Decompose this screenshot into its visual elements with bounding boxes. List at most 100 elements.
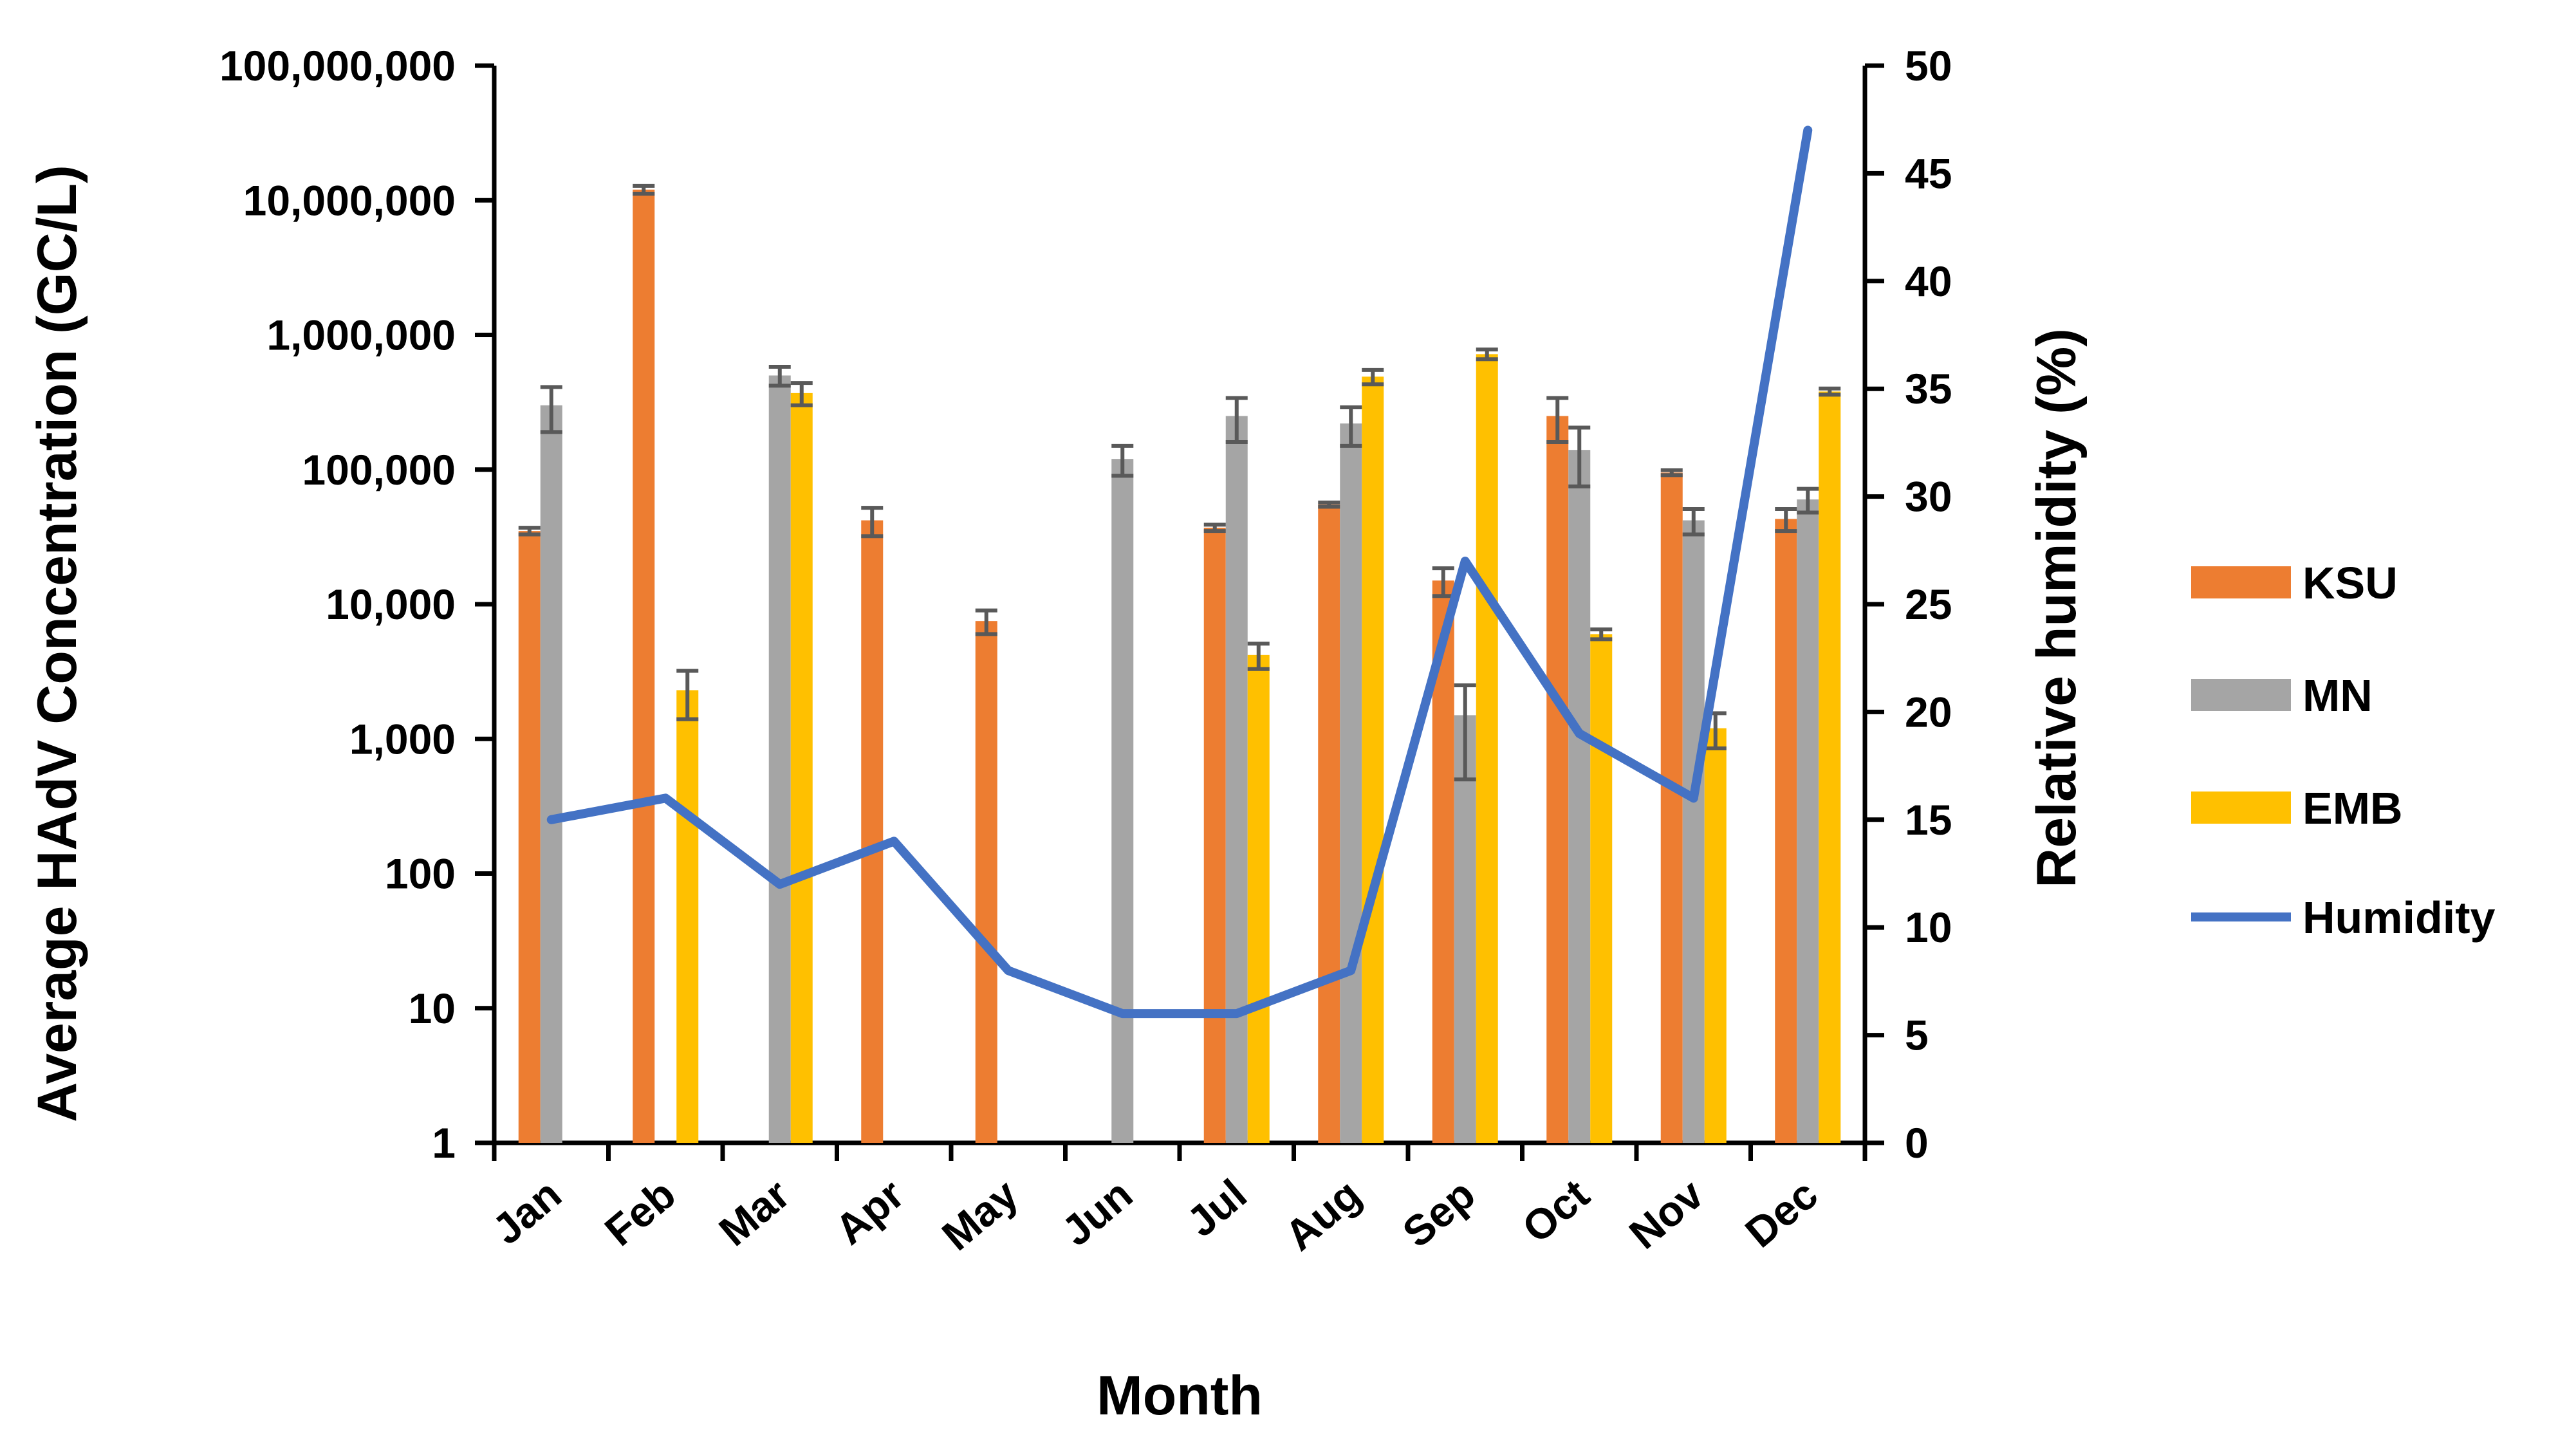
- bar-mn: [1111, 459, 1134, 1143]
- point-humidity: [1122, 1013, 1124, 1015]
- error-bar-emb: [1247, 642, 1270, 671]
- error-bar-emb: [1476, 347, 1498, 362]
- bar-mn: [768, 375, 791, 1143]
- error-bar-mn: [1797, 486, 1819, 515]
- y-right-tick-label: 20: [1905, 688, 1952, 736]
- error-bar-ksu: [1660, 468, 1683, 477]
- error-bar-ksu: [1546, 396, 1569, 445]
- bar-emb: [790, 393, 813, 1143]
- bar-emb: [1704, 728, 1727, 1143]
- point-humidity: [1007, 970, 1009, 972]
- bar-mn: [1454, 715, 1476, 1143]
- error-bar-ksu: [1775, 506, 1797, 533]
- x-tick-label: Feb: [596, 1170, 684, 1255]
- y-right-tick-label: 35: [1905, 365, 1952, 412]
- legend-swatch-mn: [2191, 679, 2291, 711]
- line-layer: [546, 125, 1813, 1019]
- legend-swatch-ksu: [2191, 566, 2291, 598]
- bar-mn: [1797, 499, 1819, 1143]
- bar-emb: [1476, 354, 1498, 1143]
- y-right-tick-label: 30: [1905, 473, 1952, 521]
- bar-emb: [676, 690, 699, 1143]
- bar-ksu: [633, 189, 655, 1143]
- y-right-tick-label: 50: [1905, 42, 1952, 89]
- x-tick-label: May: [933, 1170, 1027, 1259]
- bar-emb: [1819, 391, 1841, 1143]
- legend-label-mn: MN: [2303, 671, 2373, 721]
- bar-mn: [1568, 450, 1591, 1143]
- point-humidity: [893, 840, 895, 842]
- y-right-tick-label: 0: [1905, 1119, 1929, 1167]
- error-bar-emb: [790, 381, 813, 407]
- error-bar-emb: [1362, 367, 1384, 387]
- y-axis-left-title: Average HAdV Concentration (GC/L): [26, 165, 88, 1122]
- bar-ksu: [518, 531, 541, 1143]
- legend-label-humidity: Humidity: [2303, 893, 2496, 943]
- error-bar-mn: [1340, 405, 1362, 448]
- bar-ksu: [1318, 505, 1340, 1143]
- legend-label-ksu: KSU: [2303, 558, 2398, 608]
- bar-ksu: [1546, 416, 1569, 1143]
- bar-mn: [1682, 520, 1705, 1143]
- y-axis-right-title: Relative humidity (%): [2026, 328, 2088, 888]
- bar-ksu: [861, 520, 884, 1143]
- bar-emb: [1590, 634, 1613, 1143]
- legend: KSU MN EMB Humidity: [2191, 558, 2496, 943]
- legend-swatch-emb: [2191, 792, 2291, 824]
- bar-ksu: [1775, 519, 1797, 1143]
- bar-emb: [1362, 376, 1384, 1143]
- x-tick-label: Dec: [1736, 1170, 1826, 1257]
- y-left-tick-label: 10,000,000: [243, 176, 456, 224]
- y-left-tick-label: 100: [385, 850, 456, 898]
- y-left-tick-label: 10: [409, 985, 456, 1032]
- y-right-tick-label: 10: [1905, 903, 1952, 951]
- error-bar-mn: [1682, 506, 1705, 537]
- y-right-tick-label: 40: [1905, 257, 1952, 305]
- x-tick-label: Sep: [1393, 1170, 1483, 1256]
- axes-layer: [475, 63, 1884, 1161]
- line-humidity: [546, 125, 1813, 1019]
- error-bar-ksu: [633, 183, 655, 196]
- x-tick-label: Mar: [710, 1170, 798, 1255]
- y-left-tick-label: 10,000: [326, 580, 456, 628]
- y-left-tick-label: 100,000,000: [219, 42, 456, 89]
- bars-layer: [518, 189, 1841, 1143]
- point-humidity: [550, 819, 552, 820]
- x-tick-label: Apr: [826, 1170, 913, 1254]
- error-bar-mn: [1568, 425, 1591, 488]
- labels-layer: 1101001,00010,000100,0001,000,00010,000,…: [219, 42, 1952, 1259]
- x-axis-title: Month: [1097, 1365, 1263, 1427]
- bar-mn: [1340, 423, 1362, 1143]
- error-bar-ksu: [1318, 500, 1340, 509]
- bar-mn: [540, 405, 562, 1143]
- point-humidity: [1579, 732, 1580, 734]
- error-bar-ksu: [1203, 523, 1226, 533]
- error-bar-ksu: [518, 526, 541, 537]
- error-bar-mn: [1111, 443, 1134, 478]
- x-tick-label: Jul: [1178, 1170, 1256, 1246]
- error-bar-emb: [1590, 627, 1613, 642]
- x-tick-label: Jun: [1053, 1170, 1141, 1255]
- point-humidity: [1350, 970, 1352, 972]
- error-bar-emb: [1819, 386, 1841, 397]
- y-left-tick-label: 100,000: [302, 446, 456, 494]
- error-bar-ksu: [861, 506, 884, 539]
- error-bar-mn: [540, 385, 562, 434]
- bar-emb: [1247, 654, 1270, 1143]
- point-humidity: [1807, 129, 1809, 131]
- legend-label-emb: EMB: [2303, 783, 2403, 833]
- bar-ksu: [975, 621, 997, 1143]
- point-humidity: [665, 797, 667, 799]
- error-bar-mn: [768, 365, 791, 388]
- bar-ksu: [1660, 472, 1683, 1143]
- point-humidity: [1464, 560, 1466, 562]
- y-right-tick-label: 5: [1905, 1012, 1929, 1059]
- error-bar-mn: [1225, 396, 1248, 445]
- y-left-tick-label: 1,000,000: [266, 311, 456, 359]
- point-humidity: [1692, 797, 1694, 799]
- bar-mn: [1225, 416, 1248, 1143]
- y-left-tick-label: 1: [432, 1119, 456, 1167]
- y-right-tick-label: 25: [1905, 580, 1952, 628]
- x-tick-label: Aug: [1275, 1170, 1369, 1259]
